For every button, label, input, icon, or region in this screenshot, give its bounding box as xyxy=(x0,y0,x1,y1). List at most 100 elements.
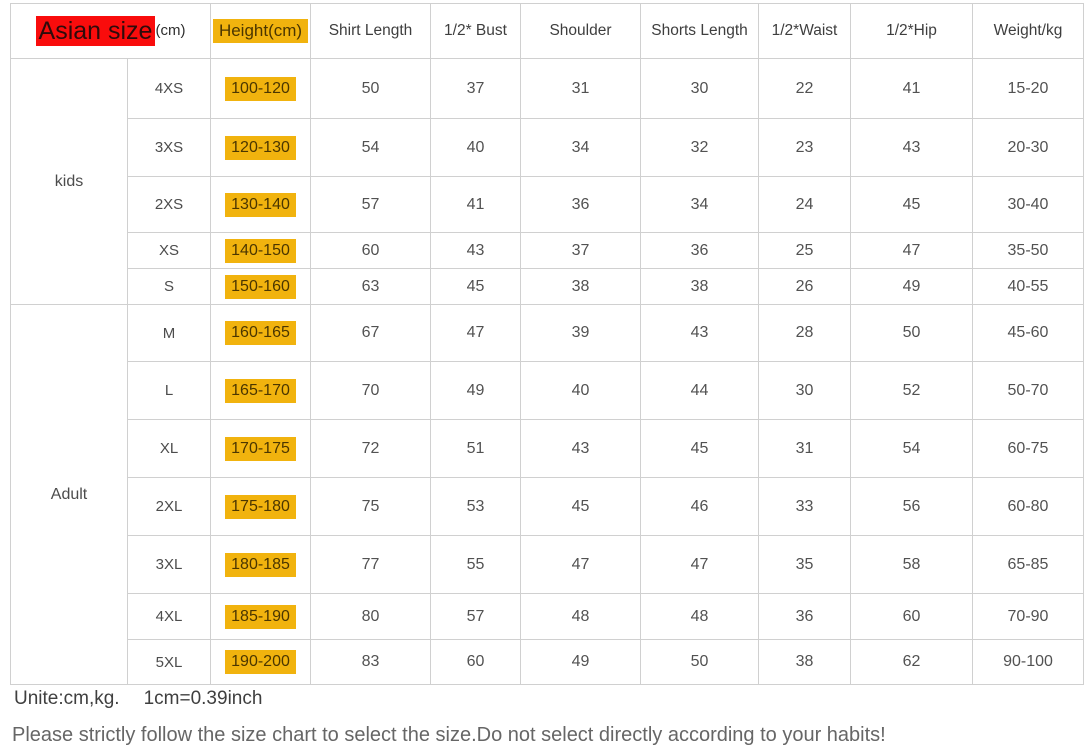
height-highlight: 100-120 xyxy=(225,76,296,101)
header-waist: 1/2*Waist xyxy=(758,3,851,59)
shirt-length-cell: 70 xyxy=(310,361,431,420)
table-row: 4XL 185-190 80 57 48 48 36 60 70-90 xyxy=(11,593,1084,640)
table-row: Adult M 160-165 67 47 39 43 28 50 45-60 xyxy=(10,304,1084,685)
height-cell: 175-180 xyxy=(210,477,311,536)
header-weight: Weight/kg xyxy=(972,3,1084,59)
shirt-length-cell: 80 xyxy=(310,593,431,640)
table-row: kids 4XS 100-120 50 37 31 30 22 41 15-20 xyxy=(10,58,1084,305)
hip-cell: 52 xyxy=(850,361,973,420)
height-highlight: 150-160 xyxy=(225,274,296,299)
weight-cell: 60-75 xyxy=(972,419,1084,478)
shoulder-cell: 34 xyxy=(520,118,641,177)
group-cell-kids: kids xyxy=(10,58,128,305)
table-row: 3XL 180-185 77 55 47 47 35 58 65-85 xyxy=(11,535,1084,594)
waist-cell: 36 xyxy=(758,593,851,640)
units-note: Unite:cm,kg. 1cm=0.39inch xyxy=(14,688,262,710)
waist-cell: 38 xyxy=(758,639,851,685)
shirt-length-cell: 83 xyxy=(310,639,431,685)
bust-cell: 40 xyxy=(430,118,521,177)
table-row: 2XS 130-140 57 41 36 34 24 45 30-40 xyxy=(11,176,1084,233)
bust-cell: 60 xyxy=(430,639,521,685)
height-cell: 130-140 xyxy=(210,176,311,233)
hip-cell: 50 xyxy=(850,304,973,362)
hip-cell: 45 xyxy=(850,176,973,233)
height-cell: 190-200 xyxy=(210,639,311,685)
header-bust: 1/2* Bust xyxy=(430,3,521,59)
units-label: Unite:cm,kg. xyxy=(14,688,120,709)
size-cell: 4XS xyxy=(127,58,211,119)
shirt-length-cell: 50 xyxy=(310,58,431,119)
shorts-length-cell: 34 xyxy=(640,176,759,233)
waist-cell: 23 xyxy=(758,118,851,177)
waist-cell: 35 xyxy=(758,535,851,594)
shoulder-cell: 47 xyxy=(520,535,641,594)
weight-cell: 30-40 xyxy=(972,176,1084,233)
size-cell: 4XL xyxy=(127,593,211,640)
size-cell: L xyxy=(127,361,211,420)
bust-cell: 45 xyxy=(430,268,521,305)
shirt-length-cell: 67 xyxy=(310,304,431,362)
size-cell: XL xyxy=(127,419,211,478)
header-shirt-length: Shirt Length xyxy=(310,3,431,59)
shoulder-cell: 31 xyxy=(520,58,641,119)
shorts-length-cell: 36 xyxy=(640,232,759,269)
asian-size-highlight: Asian size xyxy=(35,16,156,46)
header-height: Height(cm) xyxy=(210,3,311,59)
weight-cell: 60-80 xyxy=(972,477,1084,536)
shorts-length-cell: 38 xyxy=(640,268,759,305)
shoulder-cell: 49 xyxy=(520,639,641,685)
hip-cell: 56 xyxy=(850,477,973,536)
weight-cell: 65-85 xyxy=(972,535,1084,594)
height-cell: 150-160 xyxy=(210,268,311,305)
height-highlight: 190-200 xyxy=(225,650,296,674)
waist-cell: 25 xyxy=(758,232,851,269)
shorts-length-cell: 50 xyxy=(640,639,759,685)
shorts-length-cell: 46 xyxy=(640,477,759,536)
shoulder-cell: 48 xyxy=(520,593,641,640)
shoulder-cell: 36 xyxy=(520,176,641,233)
height-cell: 185-190 xyxy=(210,593,311,640)
shorts-length-cell: 32 xyxy=(640,118,759,177)
shirt-length-cell: 75 xyxy=(310,477,431,536)
bust-cell: 57 xyxy=(430,593,521,640)
hip-cell: 41 xyxy=(850,58,973,119)
height-highlight: 165-170 xyxy=(225,378,296,403)
size-selection-notice: Please strictly follow the size chart to… xyxy=(12,724,886,746)
table-row: L 165-170 70 49 40 44 30 52 50-70 xyxy=(11,361,1084,420)
hip-cell: 54 xyxy=(850,419,973,478)
shirt-length-cell: 60 xyxy=(310,232,431,269)
shirt-length-cell: 77 xyxy=(310,535,431,594)
bust-cell: 49 xyxy=(430,361,521,420)
height-cell: 100-120 xyxy=(210,58,311,119)
weight-cell: 45-60 xyxy=(972,304,1084,362)
bust-cell: 41 xyxy=(430,176,521,233)
bust-cell: 43 xyxy=(430,232,521,269)
shorts-length-cell: 43 xyxy=(640,304,759,362)
waist-cell: 24 xyxy=(758,176,851,233)
height-highlight: 185-190 xyxy=(225,604,296,629)
waist-cell: 22 xyxy=(758,58,851,119)
table-row: 3XS 120-130 54 40 34 32 23 43 20-30 xyxy=(11,118,1084,177)
shorts-length-cell: 45 xyxy=(640,419,759,478)
weight-cell: 40-55 xyxy=(972,268,1084,305)
bust-cell: 55 xyxy=(430,535,521,594)
shirt-length-cell: 72 xyxy=(310,419,431,478)
shirt-length-cell: 63 xyxy=(310,268,431,305)
bust-cell: 51 xyxy=(430,419,521,478)
weight-cell: 20-30 xyxy=(972,118,1084,177)
height-cell: 165-170 xyxy=(210,361,311,420)
shorts-length-cell: 47 xyxy=(640,535,759,594)
header-hip: 1/2*Hip xyxy=(850,3,973,59)
height-highlight: 180-185 xyxy=(225,552,296,577)
header-asian-size: Asian size (cm) xyxy=(10,3,211,59)
height-highlight: 160-165 xyxy=(225,321,296,345)
shoulder-cell: 38 xyxy=(520,268,641,305)
waist-cell: 30 xyxy=(758,361,851,420)
size-chart-table: Asian size (cm) Height(cm) Shirt Length 1… xyxy=(10,3,1084,685)
height-highlight: 120-130 xyxy=(225,135,296,160)
shoulder-cell: 39 xyxy=(520,304,641,362)
size-cell: 3XS xyxy=(127,118,211,177)
weight-cell: 70-90 xyxy=(972,593,1084,640)
shoulder-cell: 37 xyxy=(520,232,641,269)
size-cell: S xyxy=(127,268,211,305)
